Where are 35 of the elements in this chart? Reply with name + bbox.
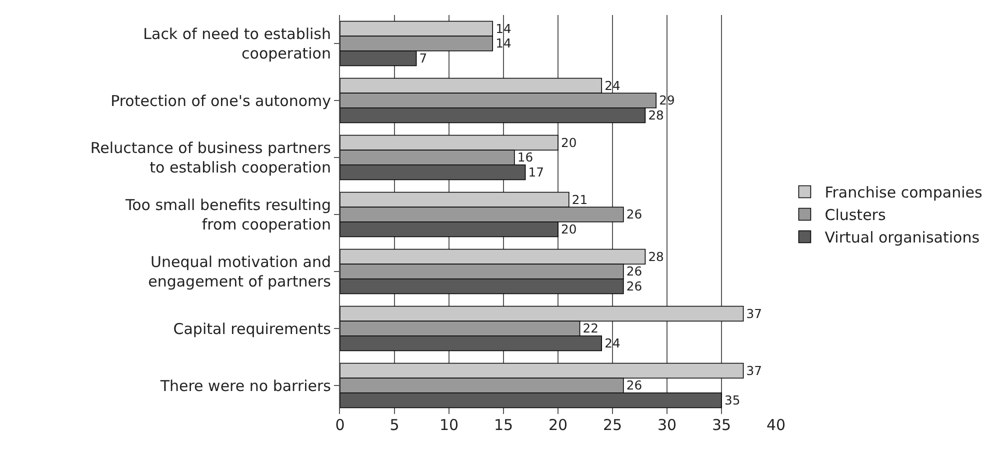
- x-tick-label: 40: [766, 416, 786, 434]
- x-tick-label: 30: [657, 416, 677, 434]
- y-tick-label: Lack of need to establish cooperation: [143, 25, 331, 62]
- data-label: 26: [626, 279, 642, 294]
- x-tick-label: 10: [439, 416, 459, 434]
- data-label: 37: [746, 306, 762, 321]
- data-label: 21: [572, 192, 588, 207]
- y-tick-label: Reluctance of business partners to establish cooperation: [90, 139, 332, 176]
- data-label: 22: [582, 322, 599, 336]
- data-label: 37: [746, 364, 762, 378]
- legend-label: Franchise companies: [824, 184, 983, 202]
- x-tick-label: 35: [712, 416, 732, 434]
- data-label: 26: [626, 264, 642, 279]
- x-tick-label: 20: [548, 416, 568, 434]
- data-label: 26: [626, 208, 642, 222]
- x-tick-label: 5: [390, 416, 400, 434]
- data-label: 16: [517, 150, 534, 165]
- y-tick-label: There were no barriers: [159, 376, 332, 395]
- y-tick-label: Too small benefits resulting from cooperation: [124, 196, 331, 234]
- y-tick-label: Protection of one's autonomy: [110, 92, 332, 110]
- data-label: 28: [648, 250, 664, 264]
- x-tick-label: 25: [602, 416, 622, 434]
- data-label: 20: [561, 136, 577, 150]
- data-label: 28: [648, 108, 664, 122]
- legend-label: Clusters: [824, 206, 886, 224]
- data-label: 20: [561, 222, 577, 236]
- data-label: 17: [528, 165, 544, 180]
- y-tick-label: Capital requirements: [173, 320, 332, 338]
- data-label: 35: [724, 393, 740, 408]
- data-label: 7: [419, 51, 428, 66]
- legend-label: Virtual organisations: [824, 228, 980, 247]
- x-tick-label: 15: [494, 416, 514, 434]
- y-tick-label: Unequal motivation and engagement of partners: [148, 253, 332, 290]
- data-label: 26: [626, 378, 642, 393]
- x-tick-label: 0: [335, 416, 345, 434]
